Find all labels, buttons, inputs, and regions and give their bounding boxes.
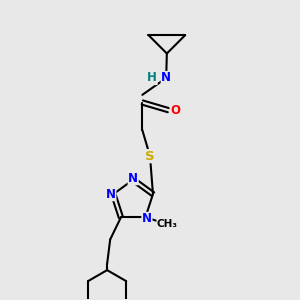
Text: CH₃: CH₃ xyxy=(157,219,178,229)
Text: N: N xyxy=(128,172,138,185)
Text: O: O xyxy=(170,104,180,117)
Text: H: H xyxy=(147,71,157,85)
Text: N: N xyxy=(161,71,171,85)
Text: N: N xyxy=(106,188,116,201)
Text: S: S xyxy=(145,150,155,163)
Text: N: N xyxy=(142,212,152,225)
